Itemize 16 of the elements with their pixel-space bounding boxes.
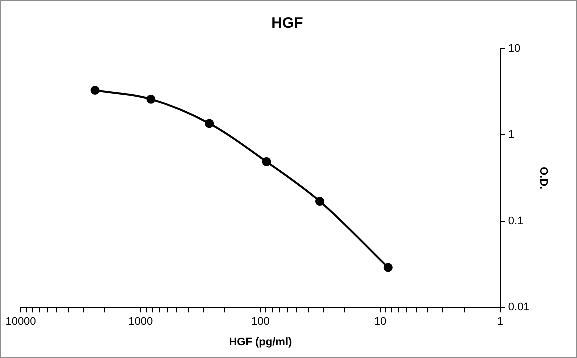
- y-tick-label: 0.01: [508, 302, 530, 314]
- y-axis-title: O.D.: [537, 166, 550, 190]
- y-tick-label: 0.1: [508, 215, 524, 228]
- point: [146, 94, 156, 104]
- x-tick-label: 10000: [6, 316, 36, 328]
- x-tick-label: 1: [497, 316, 504, 328]
- y-tick-label: 10: [508, 43, 521, 56]
- x-axis-title: HGF (pg/ml): [229, 336, 292, 348]
- point: [205, 119, 214, 128]
- x-tick-label: 100: [252, 316, 270, 328]
- point: [262, 157, 272, 166]
- y-tick-label: 1: [508, 129, 515, 142]
- x-tick-label: 10: [374, 316, 387, 328]
- chart-title: HGF: [272, 15, 304, 32]
- point: [90, 86, 100, 96]
- x-tick-label: 1000: [128, 316, 154, 328]
